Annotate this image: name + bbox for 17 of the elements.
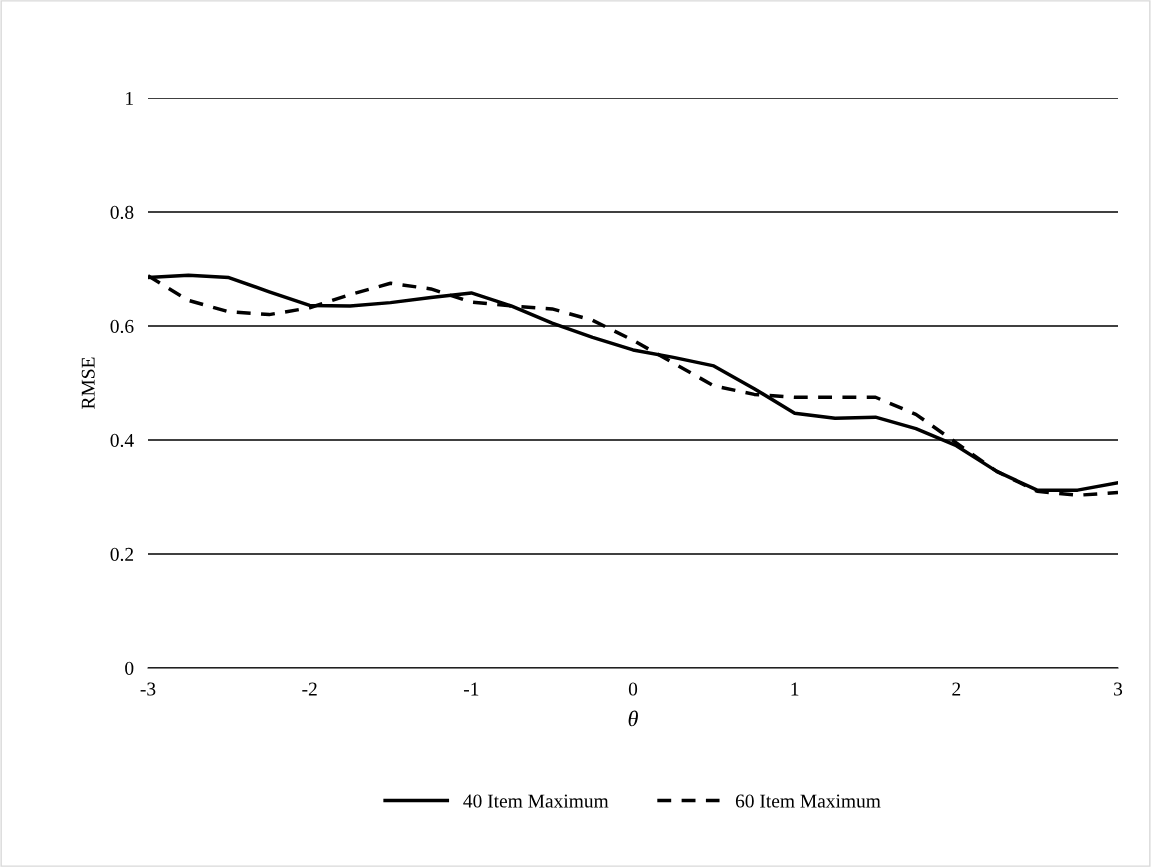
y-axis-title: RMSE [81,357,95,409]
x-tick-label: -1 [463,682,479,696]
x-tick-label: 3 [1114,682,1123,696]
y-tick-label: 0.6 [110,319,134,334]
y-tick-label: 0.4 [110,433,134,448]
x-tick-label: 0 [628,682,638,696]
y-tick-label: 0 [125,661,134,675]
y-tick-label: 0.8 [110,205,134,220]
x-axis-title: θ [628,710,638,727]
legend-label: 60 Item Maximum [735,794,881,808]
y-tick-label: 0.2 [110,547,134,562]
x-tick-label: -3 [140,682,156,696]
x-tick-label: 2 [952,682,961,696]
x-tick-label: -2 [302,682,317,696]
y-tick-label: 1 [126,91,133,105]
legend-label: 40 Item Maximum [463,794,609,808]
x-tick-label: 1 [791,682,799,696]
